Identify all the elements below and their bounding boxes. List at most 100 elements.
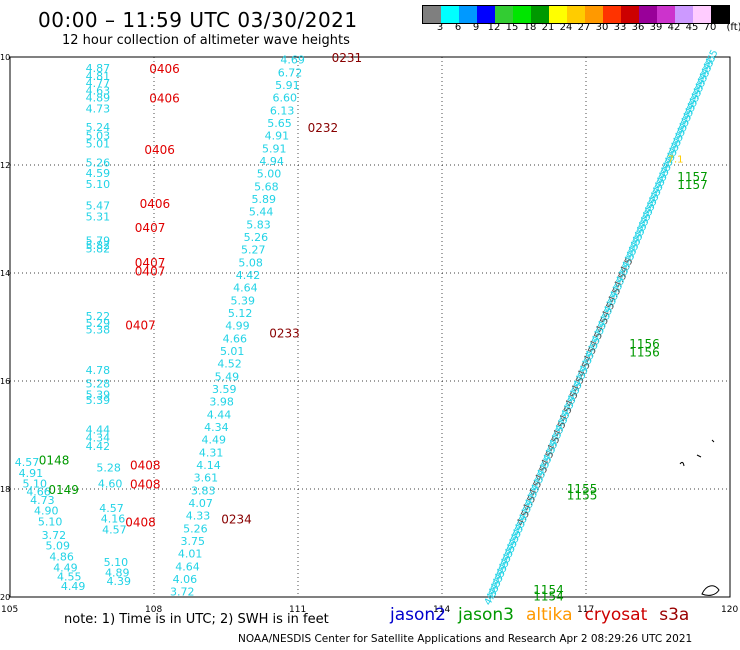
time-label: 0408 <box>125 515 156 529</box>
swh-value: 4.31 <box>199 446 224 459</box>
swh-value: 3.72 <box>42 529 67 542</box>
swh-value: 4.77 <box>86 77 111 90</box>
swh-value: 4.89 <box>86 92 111 105</box>
time-label: 0234 <box>221 513 252 527</box>
swh-value: 4.07 <box>188 497 213 510</box>
legend-swatch <box>711 6 729 23</box>
x-tick-label: 114 <box>433 605 450 615</box>
legend-label: 39 <box>649 22 663 33</box>
swh-value: 3.83 <box>191 484 216 497</box>
swh-value: 6.60 <box>273 92 298 105</box>
legend-label: 36 <box>631 22 645 33</box>
swh-value: 4.44 <box>207 408 232 421</box>
time-label: 1154 <box>533 583 564 597</box>
swh-value: 6.72 <box>278 66 303 79</box>
time-label: 1154 <box>533 589 564 603</box>
swh-value: 4.60 <box>98 478 123 491</box>
swh-value: 4.73 <box>86 102 111 115</box>
swh-value: 4.44 <box>86 424 111 437</box>
legend-swatch <box>693 6 711 23</box>
swh-value: 4.42 <box>86 440 111 453</box>
swh-value: 4.01 <box>178 548 203 561</box>
time-label: 1155 <box>567 488 598 502</box>
time-label: 0407 <box>125 318 156 332</box>
swh-value: 5.01 <box>86 137 111 150</box>
swh-value: 4.64 <box>175 560 200 573</box>
swh-value: 5.65 <box>267 117 292 130</box>
legend-swatch <box>549 6 567 23</box>
time-label: 1157 <box>677 170 708 184</box>
satellite-label: jason2 <box>390 605 446 625</box>
swh-value: 4.57 <box>102 524 127 537</box>
legend-label: 45 <box>685 22 699 33</box>
map-subtitle: 12 hour collection of altimeter wave hei… <box>62 33 350 48</box>
swh-value: 4.34 <box>86 432 111 445</box>
legend-swatch <box>603 6 621 23</box>
swh-value: 4.39 <box>106 575 131 588</box>
swh-value: 4.33 <box>186 510 211 523</box>
swh-value: 4.34 <box>204 421 229 434</box>
legend-swatch <box>441 6 459 23</box>
swh-value: 4.63 <box>86 84 111 97</box>
y-tick-label: 20 <box>0 593 10 602</box>
swh-value: 5.82 <box>86 239 111 252</box>
swh-value: 4.99 <box>225 320 250 333</box>
time-label: 0407 <box>135 264 166 278</box>
legend-label: 18 <box>523 22 537 33</box>
legend-label: 12 <box>487 22 501 33</box>
time-label: 0407 <box>135 221 166 235</box>
legend-swatch <box>639 6 657 23</box>
color-scale-legend <box>422 5 730 24</box>
legend-label: 42 <box>667 22 681 33</box>
time-label: 1157 <box>677 178 708 192</box>
legend-label: 27 <box>577 22 591 33</box>
legend-label: 70 <box>703 22 717 33</box>
x-tick-label: 108 <box>145 605 162 615</box>
time-label: 0149 <box>48 483 79 497</box>
legend-swatch <box>585 6 603 23</box>
swh-value: 3.61 <box>194 472 219 485</box>
swh-value: 5.38 <box>86 324 111 337</box>
swh-value: 5.82 <box>86 243 111 256</box>
satellite-label: jason3 <box>458 605 514 625</box>
legend-label: (ft) <box>726 22 740 33</box>
time-label: 0232 <box>308 121 339 135</box>
y-tick-label: 10 <box>0 53 10 62</box>
satellite-label: s3a <box>659 605 690 625</box>
swh-value: 5.44 <box>249 206 274 219</box>
time-label: 0408 <box>130 459 161 473</box>
map-title: 00:00 – 11:59 UTC 03/30/2021 <box>38 8 358 32</box>
notes-text: note: 1) Time is in UTC; 2) SWH is in fe… <box>64 612 329 627</box>
legend-label: 21 <box>541 22 555 33</box>
swh-value: 5.39 <box>86 389 111 402</box>
swh-value: 7.1 <box>668 154 684 165</box>
swh-value: 3.98 <box>209 396 234 409</box>
legend-swatch <box>459 6 477 23</box>
swh-value: 5.01 <box>220 345 245 358</box>
swh-value: 5.28 <box>86 378 111 391</box>
swh-value: 3.59 <box>212 383 237 396</box>
swh-value: 5.31 <box>86 210 111 223</box>
legend-swatch <box>657 6 675 23</box>
time-label: 0406 <box>149 92 180 106</box>
legend-label: 30 <box>595 22 609 33</box>
swh-value: 4.06 <box>173 573 198 586</box>
legend-swatch <box>423 6 441 23</box>
swh-value: 4.52 <box>217 358 242 371</box>
time-label: 0407 <box>135 256 166 270</box>
swh-value: 5.00 <box>257 168 282 181</box>
swh-value: 5.03 <box>86 129 111 142</box>
y-tick-label: 16 <box>0 377 10 386</box>
time-label: 0231 <box>332 51 363 65</box>
swh-value: 5.28 <box>96 461 121 474</box>
swh-value: 4.91 <box>19 467 44 480</box>
swh-value: 5.39 <box>86 394 111 407</box>
legend-swatch <box>621 6 639 23</box>
swh-value: 5.10 <box>38 515 63 528</box>
island-coastline <box>701 585 720 596</box>
satellite-label: cryosat <box>584 605 648 625</box>
swh-value: 4.78 <box>86 364 111 377</box>
